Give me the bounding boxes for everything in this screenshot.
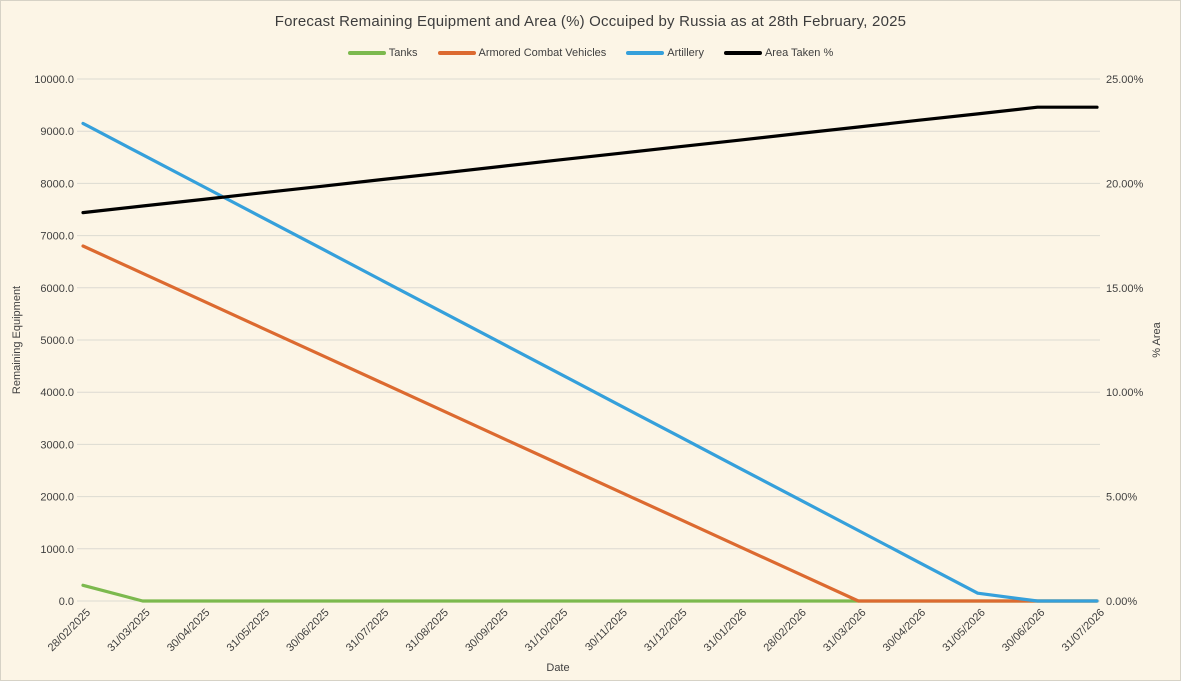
- x-axis-title: Date: [546, 662, 569, 674]
- x-axis-tick-label: 30/04/2025: [165, 607, 212, 654]
- y-axis-left-title: Remaining Equipment: [11, 286, 23, 394]
- legend-item-artillery: Artillery: [626, 47, 704, 59]
- legend-swatch: [347, 51, 386, 55]
- x-axis-tick-label: 30/06/2025: [284, 607, 331, 654]
- legend-item-area-taken-: Area Taken %: [723, 47, 834, 59]
- x-axis-tick-label: 31/08/2025: [404, 607, 451, 654]
- x-axis-tick-label: 30/11/2025: [583, 607, 630, 654]
- x-axis-tick-label: 30/09/2025: [463, 607, 510, 654]
- chart-title: Forecast Remaining Equipment and Area (%…: [274, 13, 907, 30]
- y-axis-right-tick-label: 5.00%: [1106, 492, 1137, 504]
- y-axis-left-tick-label: 5000.0: [40, 335, 74, 347]
- y-axis-left-tick-label: 9000.0: [40, 126, 74, 138]
- y-axis-left-tick-label: 3000.0: [40, 439, 74, 451]
- y-axis-left-tick-label: 4000.0: [40, 387, 74, 399]
- y-axis-right-tick-label: 15.00%: [1106, 283, 1144, 295]
- y-axis-right-tick-label: 25.00%: [1106, 74, 1144, 86]
- legend-item-tanks: Tanks: [347, 47, 418, 59]
- y-axis-left-tick-label: 10000.0: [34, 74, 74, 86]
- x-axis-tick-label: 31/01/2026: [702, 607, 749, 654]
- legend-item-armored-combat-vehicles: Armored Combat Vehicles: [437, 47, 607, 59]
- x-axis-tick-label: 31/12/2025: [642, 607, 689, 654]
- y-axis-left-tick-label: 2000.0: [40, 492, 74, 504]
- legend-swatch: [626, 51, 665, 55]
- y-axis-left-tick-label: 6000.0: [40, 283, 74, 295]
- legend-label: Area Taken %: [764, 47, 834, 59]
- series-line-tanks: [81, 583, 1099, 603]
- x-axis-tick-label: 31/07/2026: [1060, 607, 1107, 654]
- x-axis-tick-label: 31/05/2026: [940, 607, 987, 654]
- x-axis-tick-label: 31/10/2025: [523, 607, 570, 654]
- y-axis-left-tick-label: 1000.0: [40, 544, 74, 556]
- x-axis-tick-label: 28/02/2025: [46, 607, 93, 654]
- legend-label: Artillery: [667, 47, 704, 59]
- series-line-artillery: [81, 121, 1099, 603]
- y-axis-left-tick-label: 8000.0: [40, 178, 74, 190]
- y-axis-right-tick-label: 20.00%: [1106, 178, 1144, 190]
- x-axis-tick-label: 31/05/2025: [225, 607, 272, 654]
- legend: Tanks Armored Combat Vehicles Artillery Are…: [0, 47, 1181, 59]
- x-axis-tick-label: 31/03/2026: [821, 607, 868, 654]
- y-axis-left-tick-label: 0.0: [59, 596, 74, 608]
- x-axis-tick-label: 30/06/2026: [1000, 607, 1047, 654]
- y-axis-right-tick-label: 0.00%: [1106, 596, 1137, 608]
- y-axis-left-tick-label: 7000.0: [40, 231, 74, 243]
- y-axis-right-title: % Area: [1151, 321, 1163, 357]
- series-line-armored-combat-vehicles: [81, 244, 1099, 603]
- legend-swatch: [437, 51, 476, 55]
- legend-swatch: [723, 51, 762, 55]
- axis-tick-labels: 0.0 0.00% 1000.0 2000.0 5.00% 3000.0 4000.0 10.…: [34, 74, 1143, 608]
- legend-label: Armored Combat Vehicles: [478, 47, 607, 59]
- x-axis-tick-label: 28/02/2026: [761, 607, 808, 654]
- legend-label: Tanks: [388, 47, 418, 59]
- x-axis-tick-label: 30/04/2026: [881, 607, 928, 654]
- series-line-area-taken-: [81, 105, 1099, 215]
- y-axis-right-tick-label: 10.00%: [1106, 387, 1144, 399]
- x-axis-tick-label: 31/03/2025: [105, 607, 152, 654]
- x-axis-tick-labels: 28/02/2025 31/03/2025 30/04/2025 31/05/2025…: [46, 607, 1107, 654]
- x-axis-tick-label: 31/07/2025: [344, 607, 391, 654]
